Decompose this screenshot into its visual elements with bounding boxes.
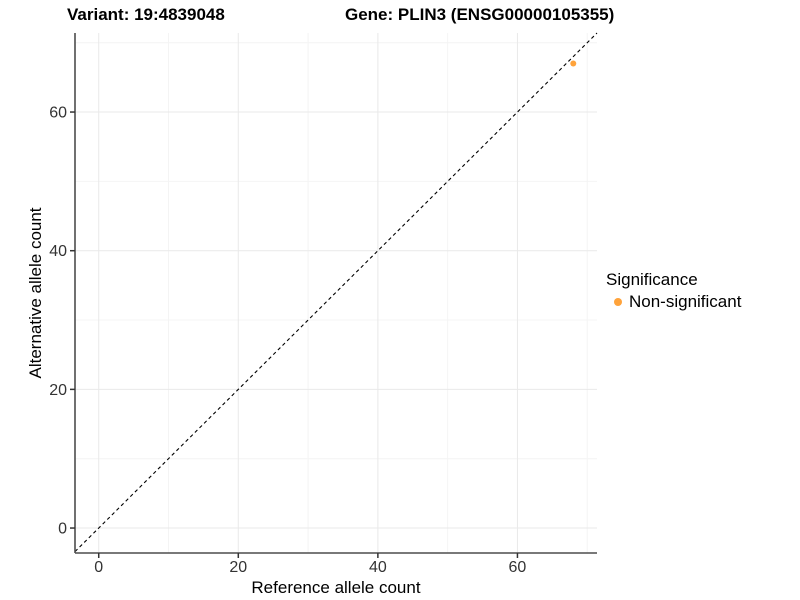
axis-tick-marks xyxy=(70,111,519,558)
gene-title: Gene: PLIN3 (ENSG00000105355) xyxy=(345,5,615,24)
legend: Significance Non-significant xyxy=(606,270,741,312)
legend-item-non-significant: Non-significant xyxy=(606,292,741,312)
svg-text:40: 40 xyxy=(49,243,67,260)
svg-text:60: 60 xyxy=(49,105,67,122)
y-axis-title: Alternative allele count xyxy=(26,207,45,378)
legend-point-icon xyxy=(614,298,622,306)
svg-text:60: 60 xyxy=(509,559,527,576)
axis-tick-labels: 0 20 40 60 0 20 40 60 xyxy=(49,105,526,576)
legend-title: Significance xyxy=(606,270,698,289)
minor-gridlines xyxy=(75,33,597,553)
axis-lines xyxy=(74,33,597,554)
variant-title: Variant: 19:4839048 xyxy=(67,5,225,24)
identity-dashed-line xyxy=(74,32,598,553)
major-gridlines xyxy=(75,33,597,553)
legend-item-label: Non-significant xyxy=(629,292,742,311)
svg-text:0: 0 xyxy=(58,521,67,538)
svg-text:40: 40 xyxy=(369,559,387,576)
svg-text:20: 20 xyxy=(229,559,247,576)
data-points xyxy=(570,60,577,67)
x-axis-title: Reference allele count xyxy=(251,578,420,597)
svg-text:20: 20 xyxy=(49,382,67,399)
svg-text:0: 0 xyxy=(94,559,103,576)
